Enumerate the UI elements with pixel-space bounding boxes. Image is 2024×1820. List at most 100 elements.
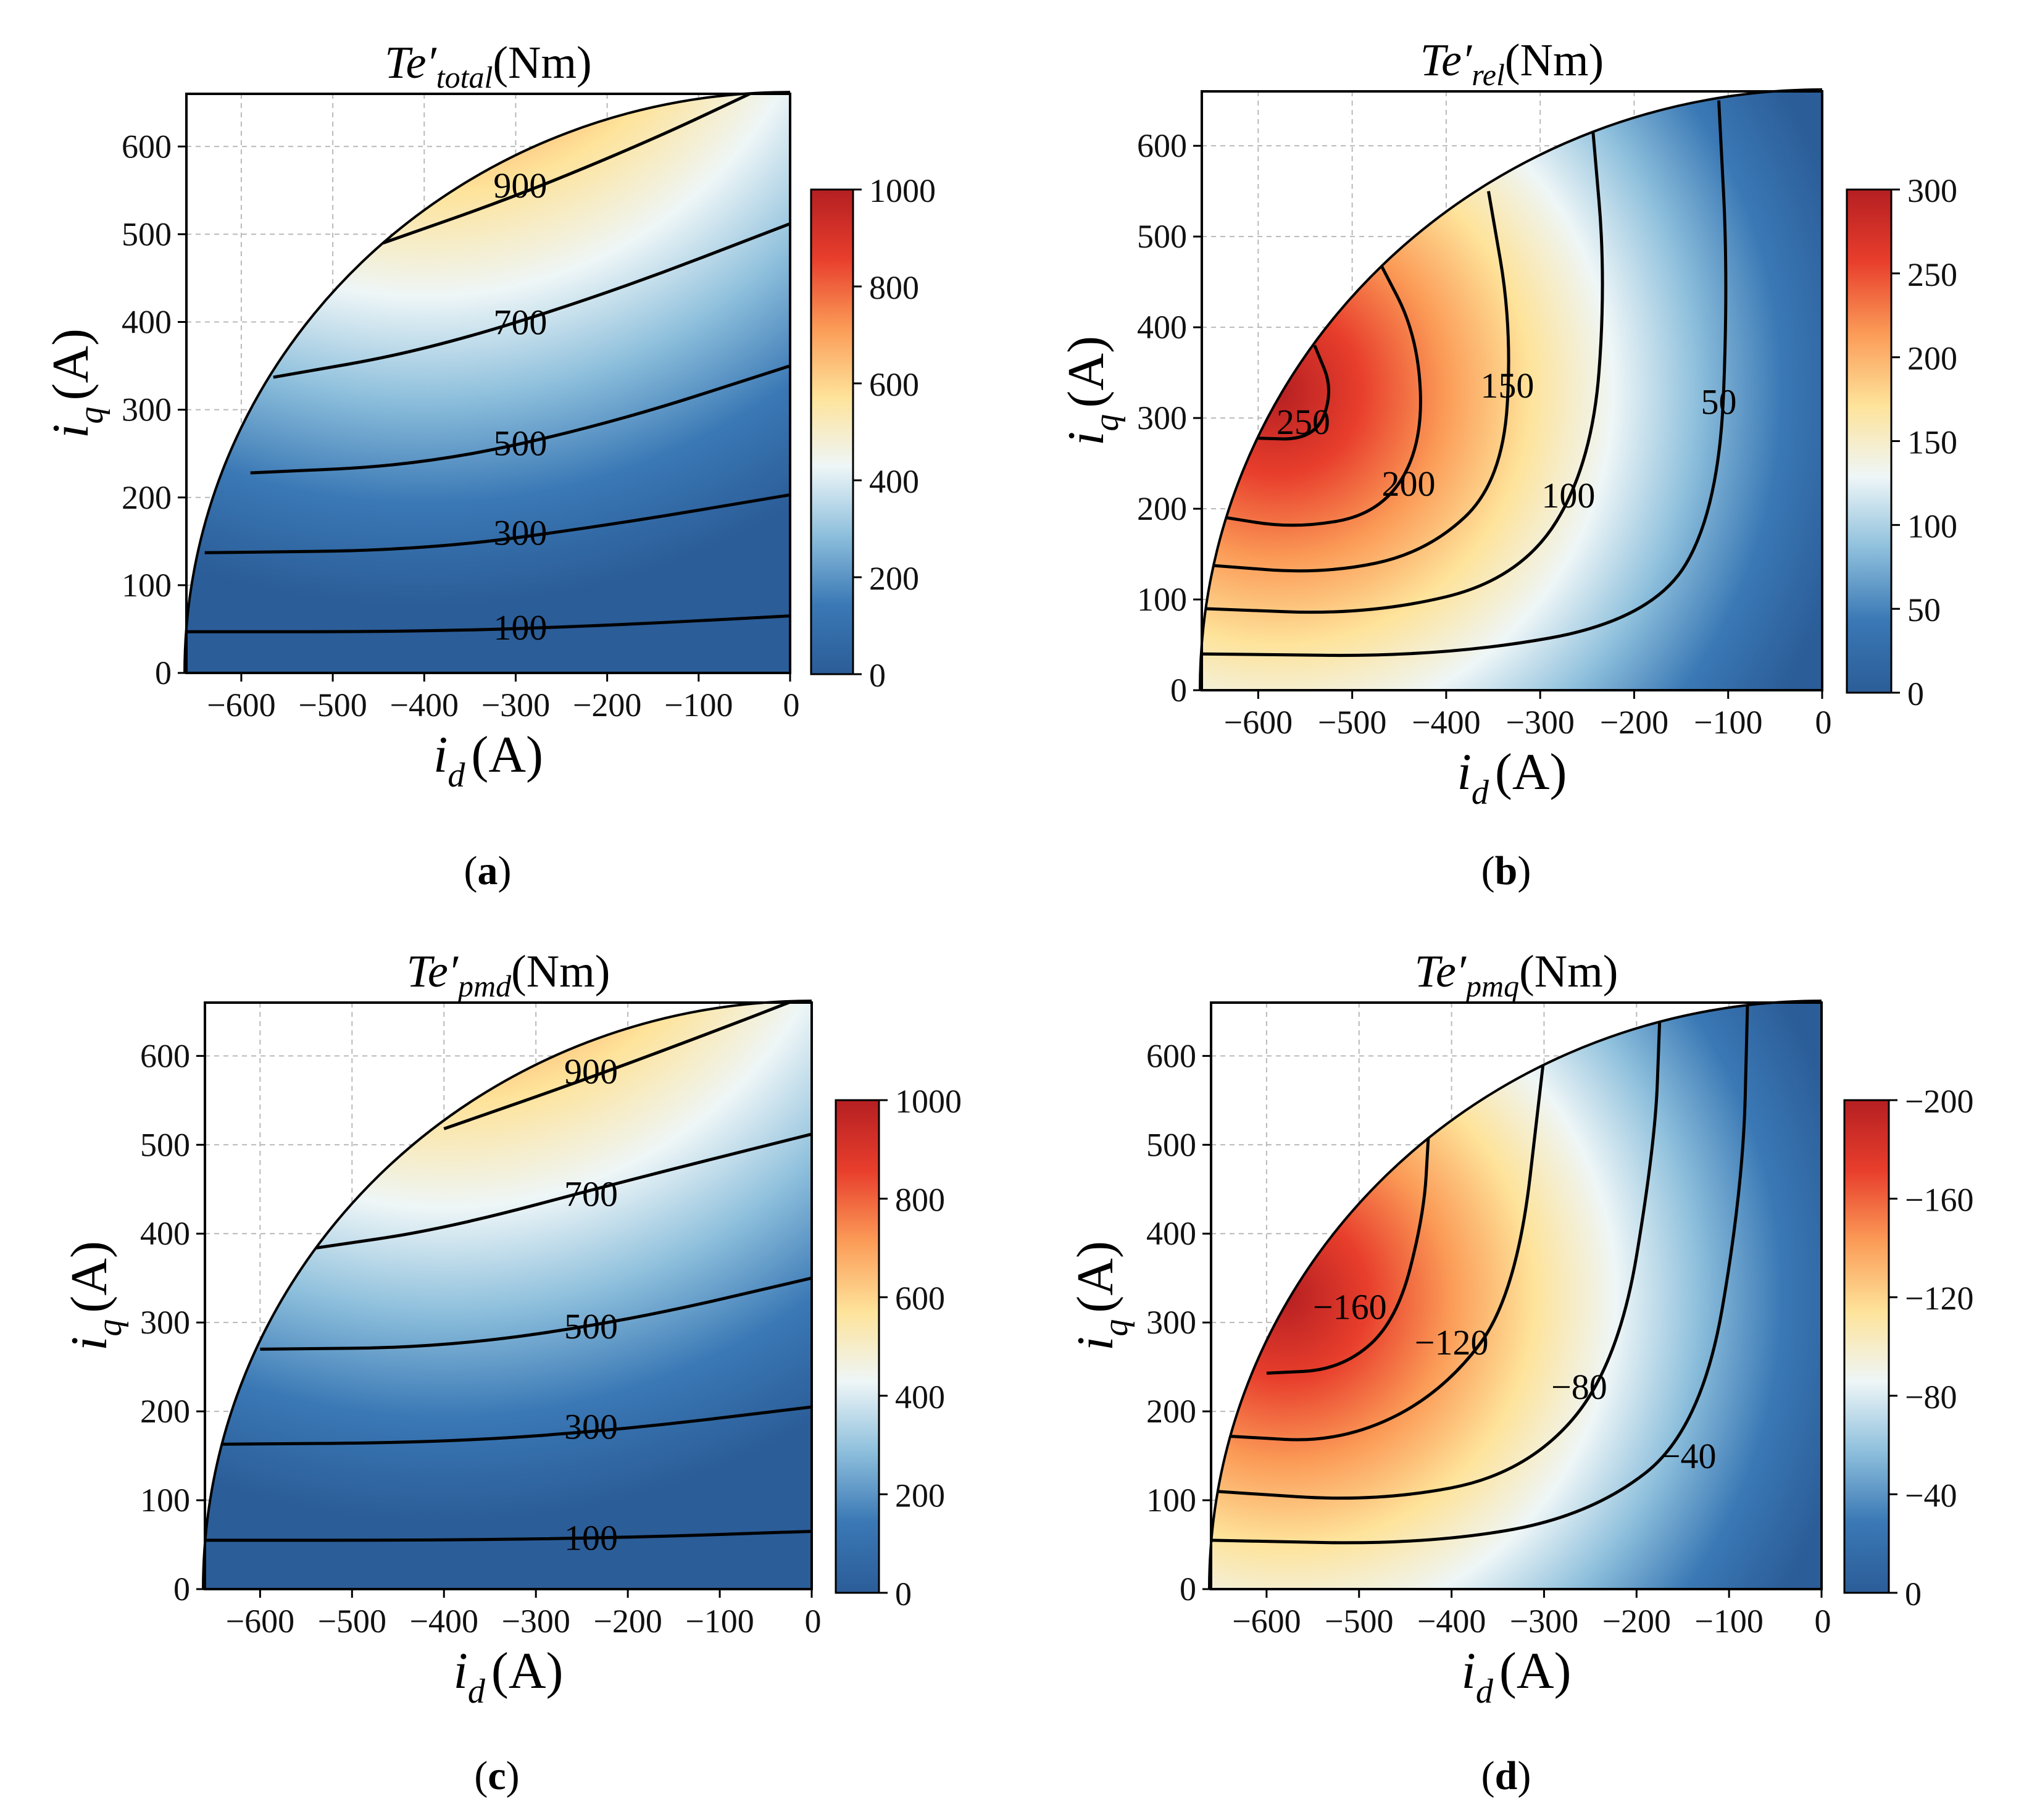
x-tick-label-3: −300 bbox=[1506, 704, 1574, 741]
colorbar-tick-label-1: 200 bbox=[869, 560, 919, 597]
y-tick-label-0: 0 bbox=[1170, 672, 1187, 709]
colorbar-fill bbox=[1846, 188, 1893, 694]
y-tick-label-4: 400 bbox=[1137, 309, 1187, 346]
colorbar-tick-label-2: 400 bbox=[869, 463, 919, 500]
x-axis-label: id (A) bbox=[433, 726, 543, 795]
colorbar-tick-label-3: 150 bbox=[1907, 424, 1957, 461]
y-tick-label-4: 400 bbox=[1146, 1215, 1196, 1252]
contour-labels: −160 −120 −80 −40 bbox=[1313, 1287, 1717, 1476]
y-tick-label-1: 100 bbox=[1137, 581, 1187, 618]
x-tick-label-0: −600 bbox=[226, 1603, 294, 1640]
contour-line-0 bbox=[1249, 344, 1330, 441]
contour-line-0 bbox=[205, 1529, 812, 1542]
x-tick-label-6: 0 bbox=[783, 687, 800, 724]
y-tick-label-5: 500 bbox=[122, 215, 172, 253]
x-axis-label: id (A) bbox=[1462, 1642, 1572, 1711]
y-tick-label-6: 600 bbox=[140, 1037, 190, 1074]
contour-labels: 250 200 150 100 50 bbox=[1276, 365, 1737, 516]
x-tick-label-0: −600 bbox=[1224, 704, 1293, 741]
x-tick-label-0: −600 bbox=[1232, 1603, 1301, 1640]
x-tick-label-1: −500 bbox=[318, 1603, 386, 1640]
colorbar-tick-label-5: 250 bbox=[1907, 256, 1957, 293]
heatmap-fill bbox=[203, 1001, 812, 1589]
x-tick-label-5: −100 bbox=[1694, 1603, 1763, 1640]
x-tick-label-5: −100 bbox=[685, 1603, 754, 1640]
contour-label-0: 250 bbox=[1276, 402, 1330, 442]
colorbar-tick-label-2: −80 bbox=[1905, 1379, 1957, 1416]
heatmap-fill bbox=[1199, 90, 1822, 690]
colorbar-tick-label-4: 200 bbox=[1907, 340, 1957, 377]
colorbar-tick-label-0: 0 bbox=[1905, 1576, 1922, 1613]
contour-line-3 bbox=[273, 222, 790, 379]
contour-line-2 bbox=[1206, 191, 1510, 573]
x-tick-label-1: −500 bbox=[298, 687, 367, 724]
contour-lines bbox=[1210, 1002, 1749, 1545]
x-tick-label-4: −200 bbox=[573, 687, 641, 724]
y-tick-label-6: 600 bbox=[1146, 1037, 1196, 1074]
contour-label-4: 50 bbox=[1701, 382, 1737, 422]
colorbar-tick-label-2: 100 bbox=[1907, 507, 1957, 545]
x-tick-label-0: −600 bbox=[207, 687, 275, 724]
x-tick-label-5: −100 bbox=[664, 687, 733, 724]
colorbar: 0 200 400 600 800 1000 bbox=[835, 1083, 962, 1613]
y-tick-label-6: 600 bbox=[122, 128, 172, 165]
x-axis-label: id (A) bbox=[1457, 743, 1567, 812]
y-tick-label-0: 0 bbox=[173, 1571, 190, 1608]
contour-label-3: 700 bbox=[564, 1174, 618, 1214]
axis-ticks: −600 −500 −400 −300 −200 −100 0 0 100 200 300 400 50… bbox=[140, 1037, 822, 1640]
contour-line-3 bbox=[1210, 1002, 1749, 1545]
y-tick-label-3: 300 bbox=[1137, 399, 1187, 436]
contour-labels: 100 300 500 700 900 bbox=[493, 165, 547, 648]
contour-label-2: 500 bbox=[564, 1306, 618, 1346]
x-tick-label-3: −300 bbox=[1510, 1603, 1578, 1640]
contour-label-2: 500 bbox=[493, 424, 547, 464]
chart-title: Te′pmd(Nm) bbox=[407, 946, 610, 1003]
colorbar: 0 50 100 150 200 250 300 bbox=[1846, 172, 1957, 712]
x-tick-label-6: 0 bbox=[1815, 704, 1832, 741]
contour-label-0: 100 bbox=[564, 1518, 618, 1558]
colorbar-tick-label-0: 0 bbox=[869, 657, 886, 694]
current-limit-arc bbox=[202, 1000, 812, 1590]
colorbar-tick-label-1: −40 bbox=[1905, 1477, 1957, 1514]
contour-lines bbox=[205, 1001, 812, 1542]
contour-line-1 bbox=[1229, 1056, 1546, 1442]
y-axis-label: iq(A) bbox=[60, 1241, 129, 1351]
x-tick-label-4: −200 bbox=[1602, 1603, 1671, 1640]
y-tick-label-0: 0 bbox=[1180, 1571, 1196, 1608]
panel-a: 100 300 500 700 900 −600 −500 −400 −300 −200 −100 0… bbox=[42, 38, 936, 893]
colorbar-tick-label-3: 600 bbox=[895, 1280, 945, 1317]
contour-line-0 bbox=[1266, 1135, 1430, 1375]
colorbar-tick-label-1: 50 bbox=[1907, 591, 1941, 628]
contour-label-3: 100 bbox=[1541, 475, 1595, 516]
plot-frame bbox=[1201, 90, 1823, 691]
colorbar-tick-label-4: 800 bbox=[869, 269, 919, 306]
plot-frame bbox=[204, 1001, 813, 1590]
chart-title: Te′rel(Nm) bbox=[1420, 35, 1604, 92]
chart-title: Te′pmq(Nm) bbox=[1415, 946, 1618, 1003]
colorbar: 0 200 400 600 800 1000 bbox=[810, 172, 936, 694]
x-axis-label: id (A) bbox=[454, 1642, 564, 1711]
contour-line-3 bbox=[310, 1132, 812, 1251]
x-tick-label-4: −200 bbox=[1600, 704, 1668, 741]
colorbar-tick-label-5: 1000 bbox=[869, 172, 936, 209]
contour-lines bbox=[186, 92, 790, 633]
x-tick-label-1: −500 bbox=[1318, 704, 1386, 741]
y-axis-label: iq(A) bbox=[1057, 336, 1126, 446]
x-tick-label-4: −200 bbox=[593, 1603, 662, 1640]
x-tick-label-1: −500 bbox=[1325, 1603, 1393, 1640]
axis-ticks: −600 −500 −400 −300 −200 −100 0 0 100 200 300 400 50… bbox=[1146, 1037, 1831, 1640]
panel-label: (d) bbox=[1481, 1753, 1531, 1798]
panel-c: 100 300 500 700 900 −600 −500 −400 −300 −200 −100 0… bbox=[60, 946, 962, 1798]
colorbar-tick-label-4: −160 bbox=[1905, 1182, 1973, 1219]
contour-label-4: 900 bbox=[493, 165, 547, 206]
y-tick-label-4: 400 bbox=[140, 1215, 190, 1252]
contour-line-0 bbox=[186, 614, 790, 633]
current-limit-arc bbox=[1208, 1000, 1822, 1590]
current-limit-arc bbox=[183, 91, 791, 674]
chart-title: Te′total(Nm) bbox=[385, 38, 591, 94]
contour-line-4 bbox=[1201, 100, 1728, 657]
x-tick-label-6: 0 bbox=[805, 1603, 822, 1640]
contour-label-1: −120 bbox=[1415, 1322, 1489, 1363]
